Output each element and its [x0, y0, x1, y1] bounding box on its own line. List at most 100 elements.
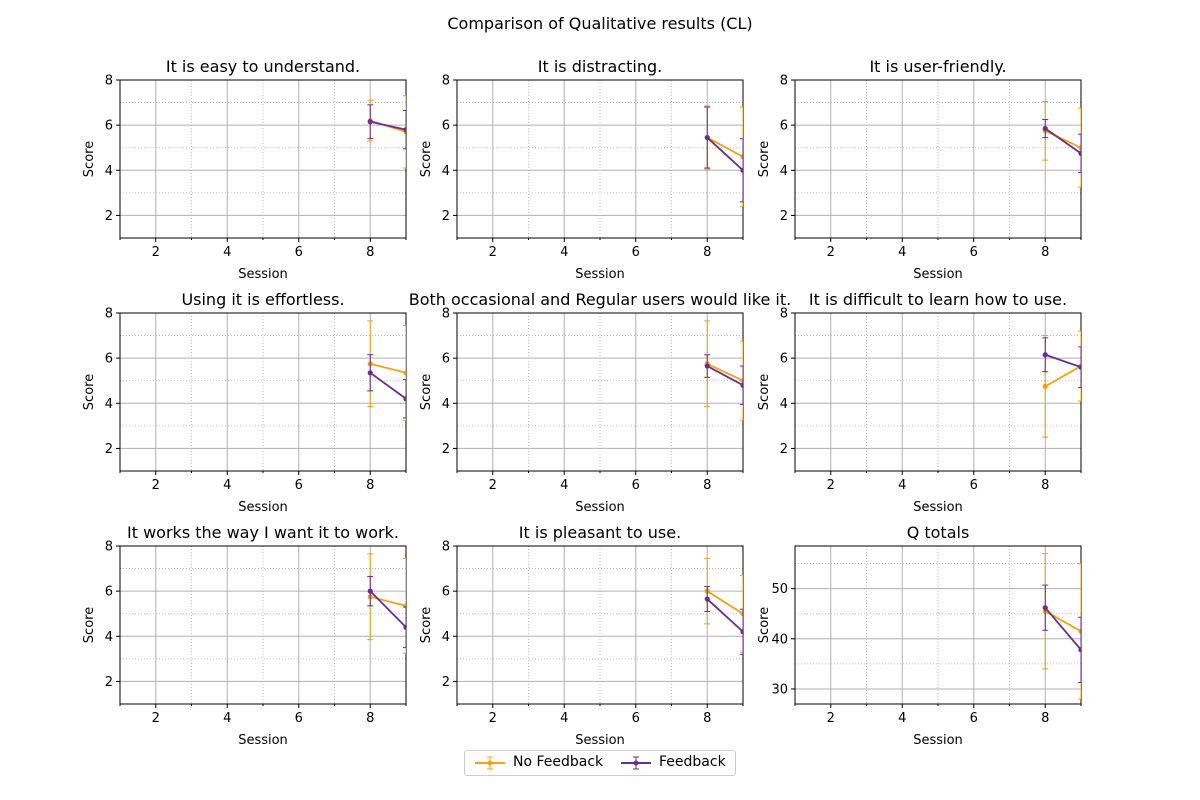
x-tick-label: 2 — [489, 478, 497, 493]
x-tick-label: 2 — [827, 245, 835, 260]
plot-area — [367, 95, 406, 169]
data-point-no-feedback — [403, 370, 406, 376]
y-tick-label: 2 — [442, 675, 450, 690]
subplot-title: It is pleasant to use. — [519, 523, 681, 542]
y-tick-label: 8 — [105, 74, 113, 89]
x-axis-label: Session — [913, 267, 963, 282]
subplot-title: It is distracting. — [538, 57, 662, 76]
x-tick-label: 2 — [827, 478, 835, 493]
series-line-no-feedback — [706, 136, 743, 158]
data-point-no-feedback — [1078, 628, 1081, 634]
x-tick-label: 6 — [632, 711, 640, 726]
x-tick-label: 8 — [703, 245, 711, 260]
data-point-feedback — [704, 363, 710, 369]
subplot-2: 2 4 6 8 2 4 6 8 It is distracting. Session Score — [419, 57, 744, 282]
x-tick-label: 4 — [898, 711, 906, 726]
data-point-feedback — [1042, 605, 1048, 611]
data-point-feedback — [740, 629, 743, 635]
x-tick-label: 8 — [1041, 245, 1049, 260]
y-tick-label: 2 — [442, 442, 450, 457]
y-tick-label: 6 — [105, 119, 113, 134]
y-tick-label: 4 — [780, 397, 788, 412]
x-axis-label: Session — [913, 500, 963, 515]
x-tick-label: 8 — [703, 711, 711, 726]
x-tick-label: 4 — [560, 478, 568, 493]
x-tick-label: 8 — [1041, 478, 1049, 493]
y-tick-label: 40 — [771, 632, 788, 647]
data-point-no-feedback — [1042, 383, 1048, 389]
x-tick-label: 2 — [152, 245, 160, 260]
x-tick-label: 6 — [295, 245, 303, 260]
x-tick-label: 2 — [152, 711, 160, 726]
subplot-8: 2 4 6 8 2 4 6 8 It is pleasant to use. Session Sco… — [419, 523, 744, 748]
series-line-feedback — [706, 598, 743, 633]
data-point-feedback — [367, 370, 373, 376]
data-point-feedback — [367, 119, 373, 125]
series-line-feedback — [706, 136, 743, 171]
y-tick-label: 8 — [442, 74, 450, 89]
x-tick-label: 2 — [152, 478, 160, 493]
y-tick-label: 8 — [780, 307, 788, 322]
x-tick-label: 6 — [970, 478, 978, 493]
figure-title: Comparison of Qualitative results (CL) — [447, 14, 752, 33]
y-tick-label: 30 — [771, 682, 788, 697]
subplot-6: 2 4 6 8 2 4 6 8 It is difficult to learn how to … — [757, 290, 1082, 515]
x-tick-label: 4 — [898, 478, 906, 493]
y-axis-label: Score — [757, 374, 772, 410]
plot-area — [704, 105, 743, 207]
subplot-title: It is easy to understand. — [166, 57, 360, 76]
subplot-title: Q totals — [907, 523, 970, 542]
x-tick-label: 6 — [970, 711, 978, 726]
series-line-no-feedback — [1044, 365, 1081, 388]
subplot-title: It works the way I want it to work. — [127, 523, 399, 542]
data-point-feedback — [740, 167, 743, 173]
y-axis-label: Score — [82, 607, 97, 643]
y-tick-label: 4 — [442, 630, 450, 645]
data-point-feedback — [367, 588, 373, 594]
x-tick-label: 4 — [223, 245, 231, 260]
y-tick-label: 8 — [442, 540, 450, 555]
subplot-title: It is difficult to learn how to use. — [809, 290, 1067, 309]
y-tick-label: 4 — [105, 630, 113, 645]
y-tick-label: 6 — [105, 585, 113, 600]
data-point-feedback — [403, 127, 406, 133]
y-axis-label: Score — [757, 607, 772, 643]
y-axis-label: Score — [82, 141, 97, 177]
y-tick-label: 6 — [442, 119, 450, 134]
x-axis-label: Session — [575, 267, 625, 282]
series-line-no-feedback — [706, 362, 743, 382]
y-tick-label: 2 — [105, 442, 113, 457]
subplot-title: Using it is effortless. — [181, 290, 344, 309]
plot-area — [1042, 330, 1081, 438]
plot-area — [704, 320, 743, 421]
plot-area — [1042, 553, 1081, 700]
x-tick-label: 8 — [366, 711, 374, 726]
x-tick-label: 2 — [489, 711, 497, 726]
subplot-title: Both occasional and Regular users would … — [409, 290, 791, 309]
y-axis-label: Score — [419, 141, 434, 177]
y-tick-label: 2 — [105, 209, 113, 224]
y-axis-label: Score — [419, 607, 434, 643]
y-tick-label: 2 — [780, 442, 788, 457]
data-point-feedback — [704, 134, 710, 141]
x-tick-label: 6 — [295, 711, 303, 726]
plot-area — [367, 320, 406, 421]
series-line-feedback — [1044, 607, 1081, 651]
y-tick-label: 50 — [771, 582, 788, 597]
legend-marker-no-feedback — [475, 756, 505, 770]
series-line-no-feedback — [706, 590, 743, 615]
x-axis-label: Session — [575, 500, 625, 515]
x-tick-label: 8 — [703, 478, 711, 493]
legend-label-no-feedback: No Feedback — [513, 754, 604, 770]
legend-label-feedback: Feedback — [659, 754, 726, 770]
series-line-feedback — [369, 372, 406, 400]
series-line-feedback — [369, 590, 406, 628]
data-point-feedback — [704, 596, 710, 602]
subplot-3: 2 4 6 8 2 4 6 8 It is user-friendly. Session Score — [757, 57, 1082, 282]
x-tick-label: 4 — [898, 245, 906, 260]
data-point-feedback — [1042, 125, 1048, 132]
x-tick-label: 2 — [489, 245, 497, 260]
legend-marker-feedback — [621, 756, 651, 770]
data-point-feedback — [1078, 150, 1081, 156]
